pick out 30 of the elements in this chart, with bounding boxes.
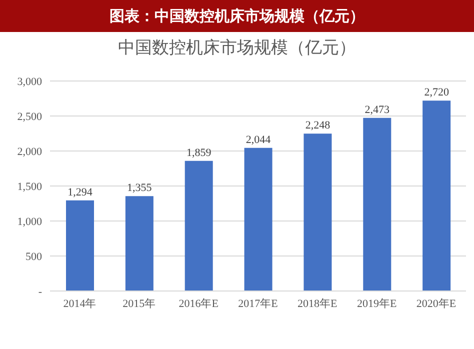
data-label: 2,720 xyxy=(424,86,450,99)
x-tick-label: 2017年E xyxy=(238,298,278,310)
chart-subtitle: 中国数控机床市场规模（亿元） xyxy=(117,37,357,59)
bar xyxy=(184,160,213,291)
data-label: 1,355 xyxy=(127,182,152,194)
x-tick-label: 2015年 xyxy=(122,298,156,310)
bar xyxy=(125,196,154,291)
y-tick-label: 3,000 xyxy=(17,76,42,88)
x-tick-label: 2020年E xyxy=(416,298,456,310)
chart-title: 图表：中国数控机床市场规模（亿元） xyxy=(0,0,474,32)
y-tick-label: 500 xyxy=(26,250,42,263)
data-label: 2,248 xyxy=(305,120,331,132)
bar xyxy=(363,118,392,291)
x-tick-label: 2018年E xyxy=(298,298,338,310)
data-label: 1,294 xyxy=(68,186,93,198)
bar xyxy=(304,134,332,291)
x-tick-label: 2019年E xyxy=(356,298,397,310)
y-tick-label: 1,000 xyxy=(17,216,42,228)
bar xyxy=(66,200,94,291)
x-tick-label: 2016年E xyxy=(178,298,219,310)
bar xyxy=(422,100,451,291)
y-tick-label: 1,500 xyxy=(17,180,42,193)
y-tick-label: 2,000 xyxy=(17,146,42,158)
bar xyxy=(244,148,272,291)
y-tick-label: 2,500 xyxy=(17,110,42,123)
data-label: 1,859 xyxy=(186,146,212,159)
x-tick-label: 2014年 xyxy=(63,298,96,310)
y-tick-label: - xyxy=(38,286,42,298)
data-label: 2,473 xyxy=(364,104,390,116)
data-label: 2,044 xyxy=(246,134,272,146)
